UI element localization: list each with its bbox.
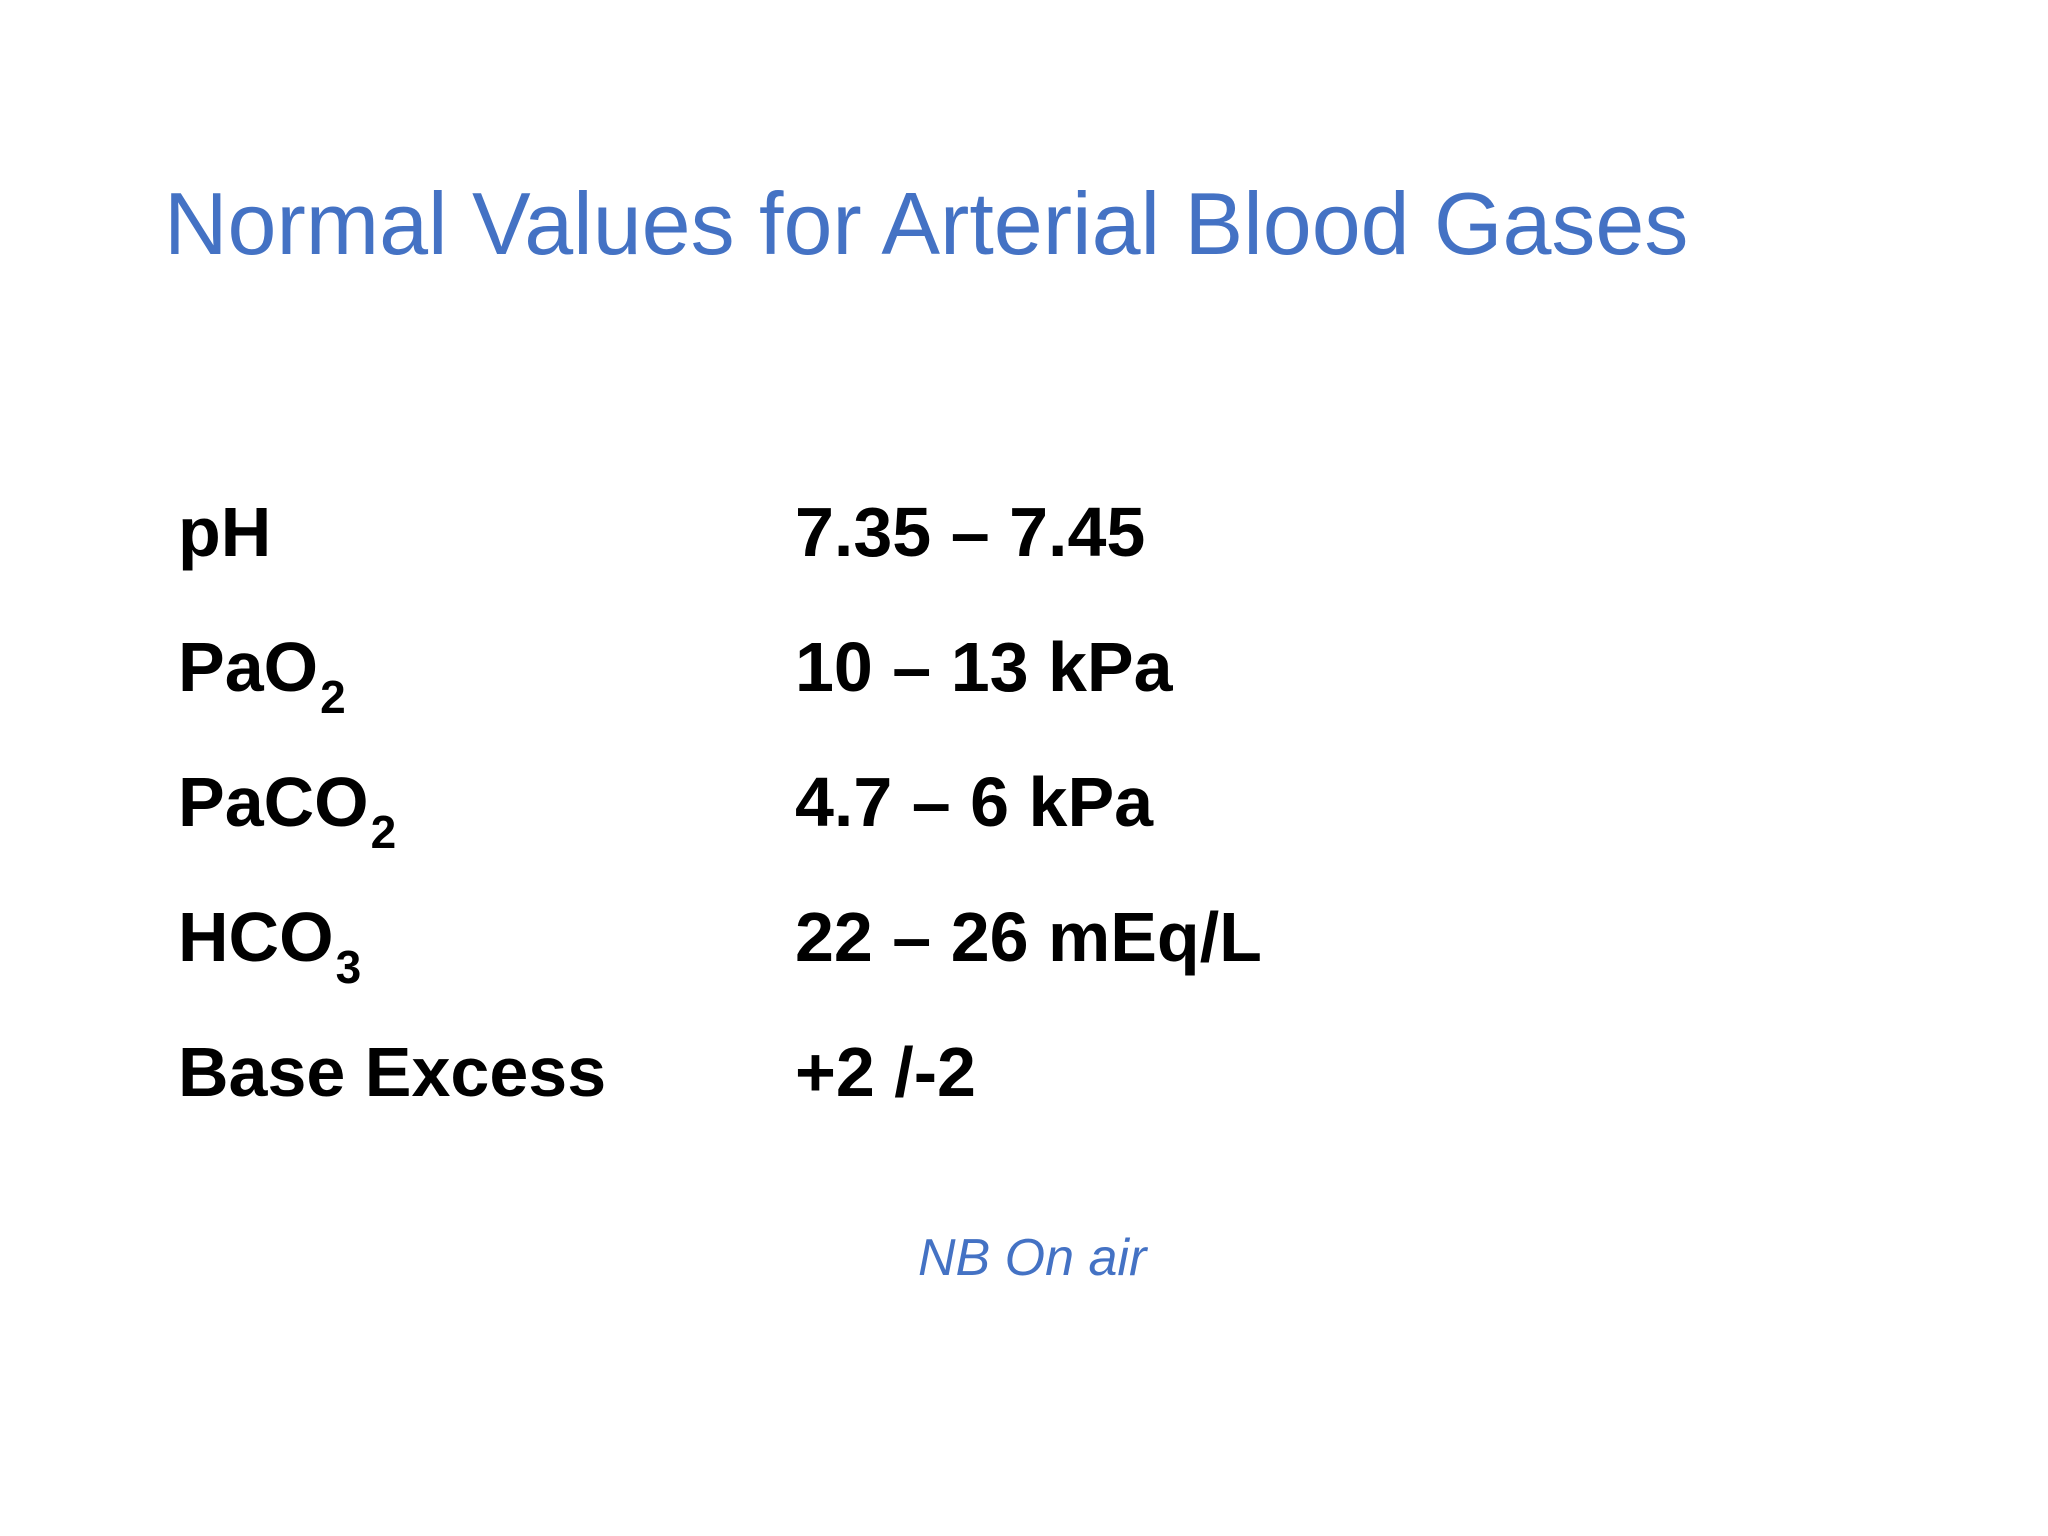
parameter-name: HCO3 [178, 902, 361, 990]
table-row: HCO3 22 – 26 mEq/L [0, 902, 2048, 1002]
table-row: Base Excess +2 /-2 [0, 1037, 2048, 1137]
parameter-subscript: 2 [370, 806, 397, 858]
parameter-value: 4.7 – 6 kPa [795, 763, 1154, 841]
footnote: NB On air [918, 1229, 1147, 1287]
parameter-value: 7.35 – 7.45 [795, 493, 1146, 571]
parameter-value: 22 – 26 mEq/L [795, 898, 1262, 976]
parameter-base: PaO [178, 628, 319, 706]
parameter-name: PaCO2 [178, 767, 396, 855]
slide-title: Normal Values for Arterial Blood Gases [164, 174, 1689, 273]
table-row: pH 7.35 – 7.45 [0, 497, 2048, 597]
parameter-name: pH [178, 497, 273, 567]
parameter-value: +2 /-2 [795, 1033, 976, 1111]
parameter-base: PaCO [178, 763, 369, 841]
parameter-base: Base Excess [178, 1033, 607, 1111]
table-row: PaO2 10 – 13 kPa [0, 632, 2048, 732]
parameter-base: HCO [178, 898, 334, 976]
parameter-base: pH [178, 493, 272, 571]
parameter-value: 10 – 13 kPa [795, 628, 1173, 706]
parameter-name: PaO2 [178, 632, 346, 720]
parameter-subscript: 3 [335, 941, 362, 993]
parameter-name: Base Excess [178, 1037, 608, 1107]
table-row: PaCO2 4.7 – 6 kPa [0, 767, 2048, 867]
parameter-subscript: 2 [320, 671, 346, 723]
